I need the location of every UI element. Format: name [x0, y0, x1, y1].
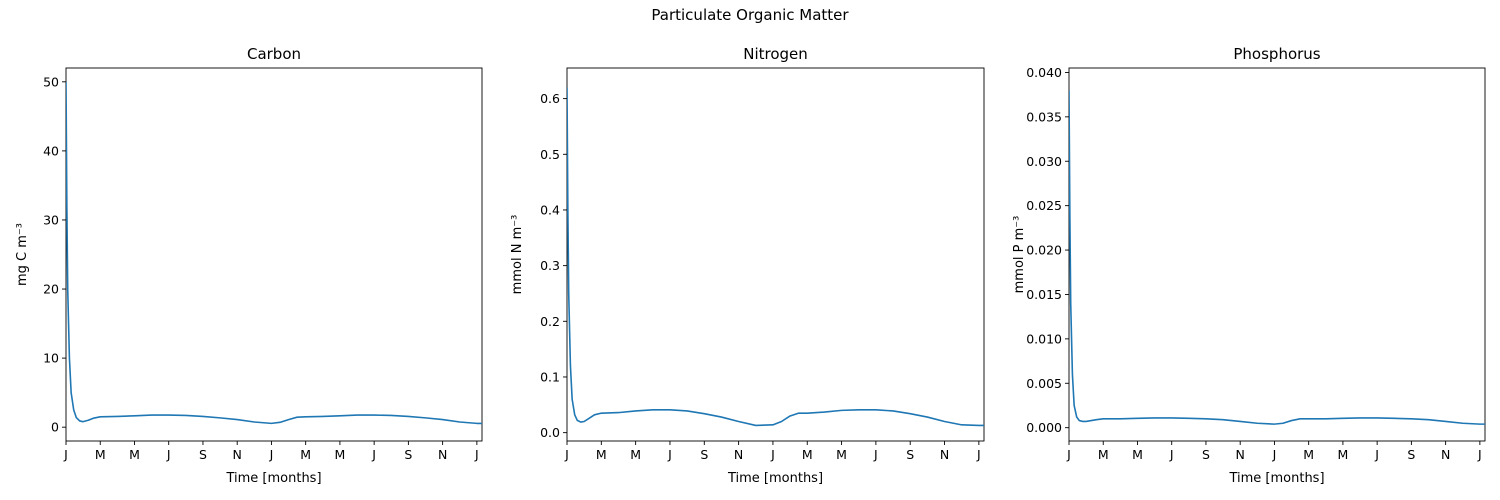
x-tick-label: N [1441, 447, 1450, 462]
x-tick-label: J [63, 447, 68, 462]
y-tick-label: 0.1 [540, 369, 560, 384]
x-tick-label: M [1338, 447, 1349, 462]
x-tick-label: N [233, 447, 242, 462]
y-tick-label: 0.035 [1026, 109, 1062, 124]
axes-frame [1068, 67, 1486, 442]
y-tick-label: 0.040 [1026, 65, 1062, 80]
x-tick-label: M [596, 447, 607, 462]
x-tick-label: N [1236, 447, 1245, 462]
x-tick-label: J [667, 447, 672, 462]
x-axis-label: Time [months] [1228, 471, 1324, 486]
series-line [66, 81, 482, 425]
x-tick-label: M [1132, 447, 1143, 462]
x-tick-label: S [1407, 447, 1415, 462]
y-axis-label: mmol P m⁻³ [1012, 216, 1027, 294]
x-tick-label: S [199, 447, 207, 462]
figure-title: Particulate Organic Matter [651, 6, 849, 24]
x-tick-label: N [734, 447, 743, 462]
series-line [1069, 90, 1485, 425]
x-tick-label: M [1098, 447, 1109, 462]
x-tick-label: N [438, 447, 447, 462]
y-tick-label: 0.6 [540, 91, 560, 106]
x-tick-label: M [300, 447, 311, 462]
y-axis-label: mmol N m⁻³ [510, 215, 525, 295]
y-tick-label: 0.3 [540, 258, 560, 273]
x-tick-label: J [770, 447, 775, 462]
x-tick-label: J [1169, 447, 1174, 462]
x-tick-label: S [906, 447, 914, 462]
subplot-carbon: 0 10 20 30 40 50 J M M J S N J M M J S N J Carbon Time [mont… [15, 45, 483, 486]
x-axis-label: Time [months] [727, 471, 823, 486]
x-tick-label: J [474, 447, 479, 462]
x-tick-label: J [1477, 447, 1482, 462]
y-tick-label: 0.2 [540, 314, 560, 329]
subplot-title: Carbon [247, 45, 301, 63]
x-tick-label: J [1272, 447, 1277, 462]
x-tick-label: J [976, 447, 981, 462]
y-tick-label: 10 [43, 351, 59, 366]
axes-frame [65, 67, 483, 442]
x-tick-label: M [802, 447, 813, 462]
x-tick-label: M [95, 447, 106, 462]
x-tick-label: S [700, 447, 708, 462]
y-tick-label: 0.5 [540, 147, 560, 162]
x-tick-label: J [166, 447, 171, 462]
y-tick-label: 0.0 [540, 425, 560, 440]
x-tick-label: J [873, 447, 878, 462]
x-tick-label: J [269, 447, 274, 462]
y-tick-label: 0 [51, 420, 59, 435]
x-tick-label: S [404, 447, 412, 462]
y-tick-label: 0.4 [540, 202, 560, 217]
y-tick-label: 0.000 [1026, 420, 1062, 435]
x-tick-label: M [1303, 447, 1314, 462]
subplot-title: Phosphorus [1233, 45, 1320, 63]
x-tick-label: S [1202, 447, 1210, 462]
y-tick-label: 50 [43, 74, 59, 89]
y-tick-label: 0.010 [1026, 331, 1062, 346]
x-tick-label: M [129, 447, 140, 462]
y-tick-label: 40 [43, 143, 59, 158]
y-tick-label: 0.015 [1026, 287, 1062, 302]
y-tick-label: 0.005 [1026, 376, 1062, 391]
y-tick-label: 0.025 [1026, 198, 1062, 213]
x-tick-label: M [335, 447, 346, 462]
y-axis-label: mg C m⁻³ [15, 223, 30, 286]
x-tick-label: M [836, 447, 847, 462]
y-tick-label: 0.020 [1026, 243, 1062, 258]
subplot-title: Nitrogen [743, 45, 808, 63]
subplot-phosphorus: 0.000 0.005 0.010 0.015 0.020 0.025 0.030 0.035… [1012, 45, 1486, 486]
y-tick-label: 0.030 [1026, 154, 1062, 169]
y-tick-label: 20 [43, 282, 59, 297]
x-tick-label: J [564, 447, 569, 462]
y-tick-label: 30 [43, 212, 59, 227]
subplot-nitrogen: 0.0 0.1 0.2 0.3 0.4 0.5 0.6 J M M J S N J M M J S N J Nitrog… [510, 45, 985, 486]
axes-frame [566, 67, 985, 442]
x-tick-label: N [940, 447, 949, 462]
x-tick-label: J [1066, 447, 1071, 462]
x-tick-label: M [630, 447, 641, 462]
x-tick-label: J [371, 447, 376, 462]
x-axis-label: Time [months] [225, 471, 321, 486]
series-line [567, 87, 984, 427]
x-tick-label: J [1374, 447, 1379, 462]
